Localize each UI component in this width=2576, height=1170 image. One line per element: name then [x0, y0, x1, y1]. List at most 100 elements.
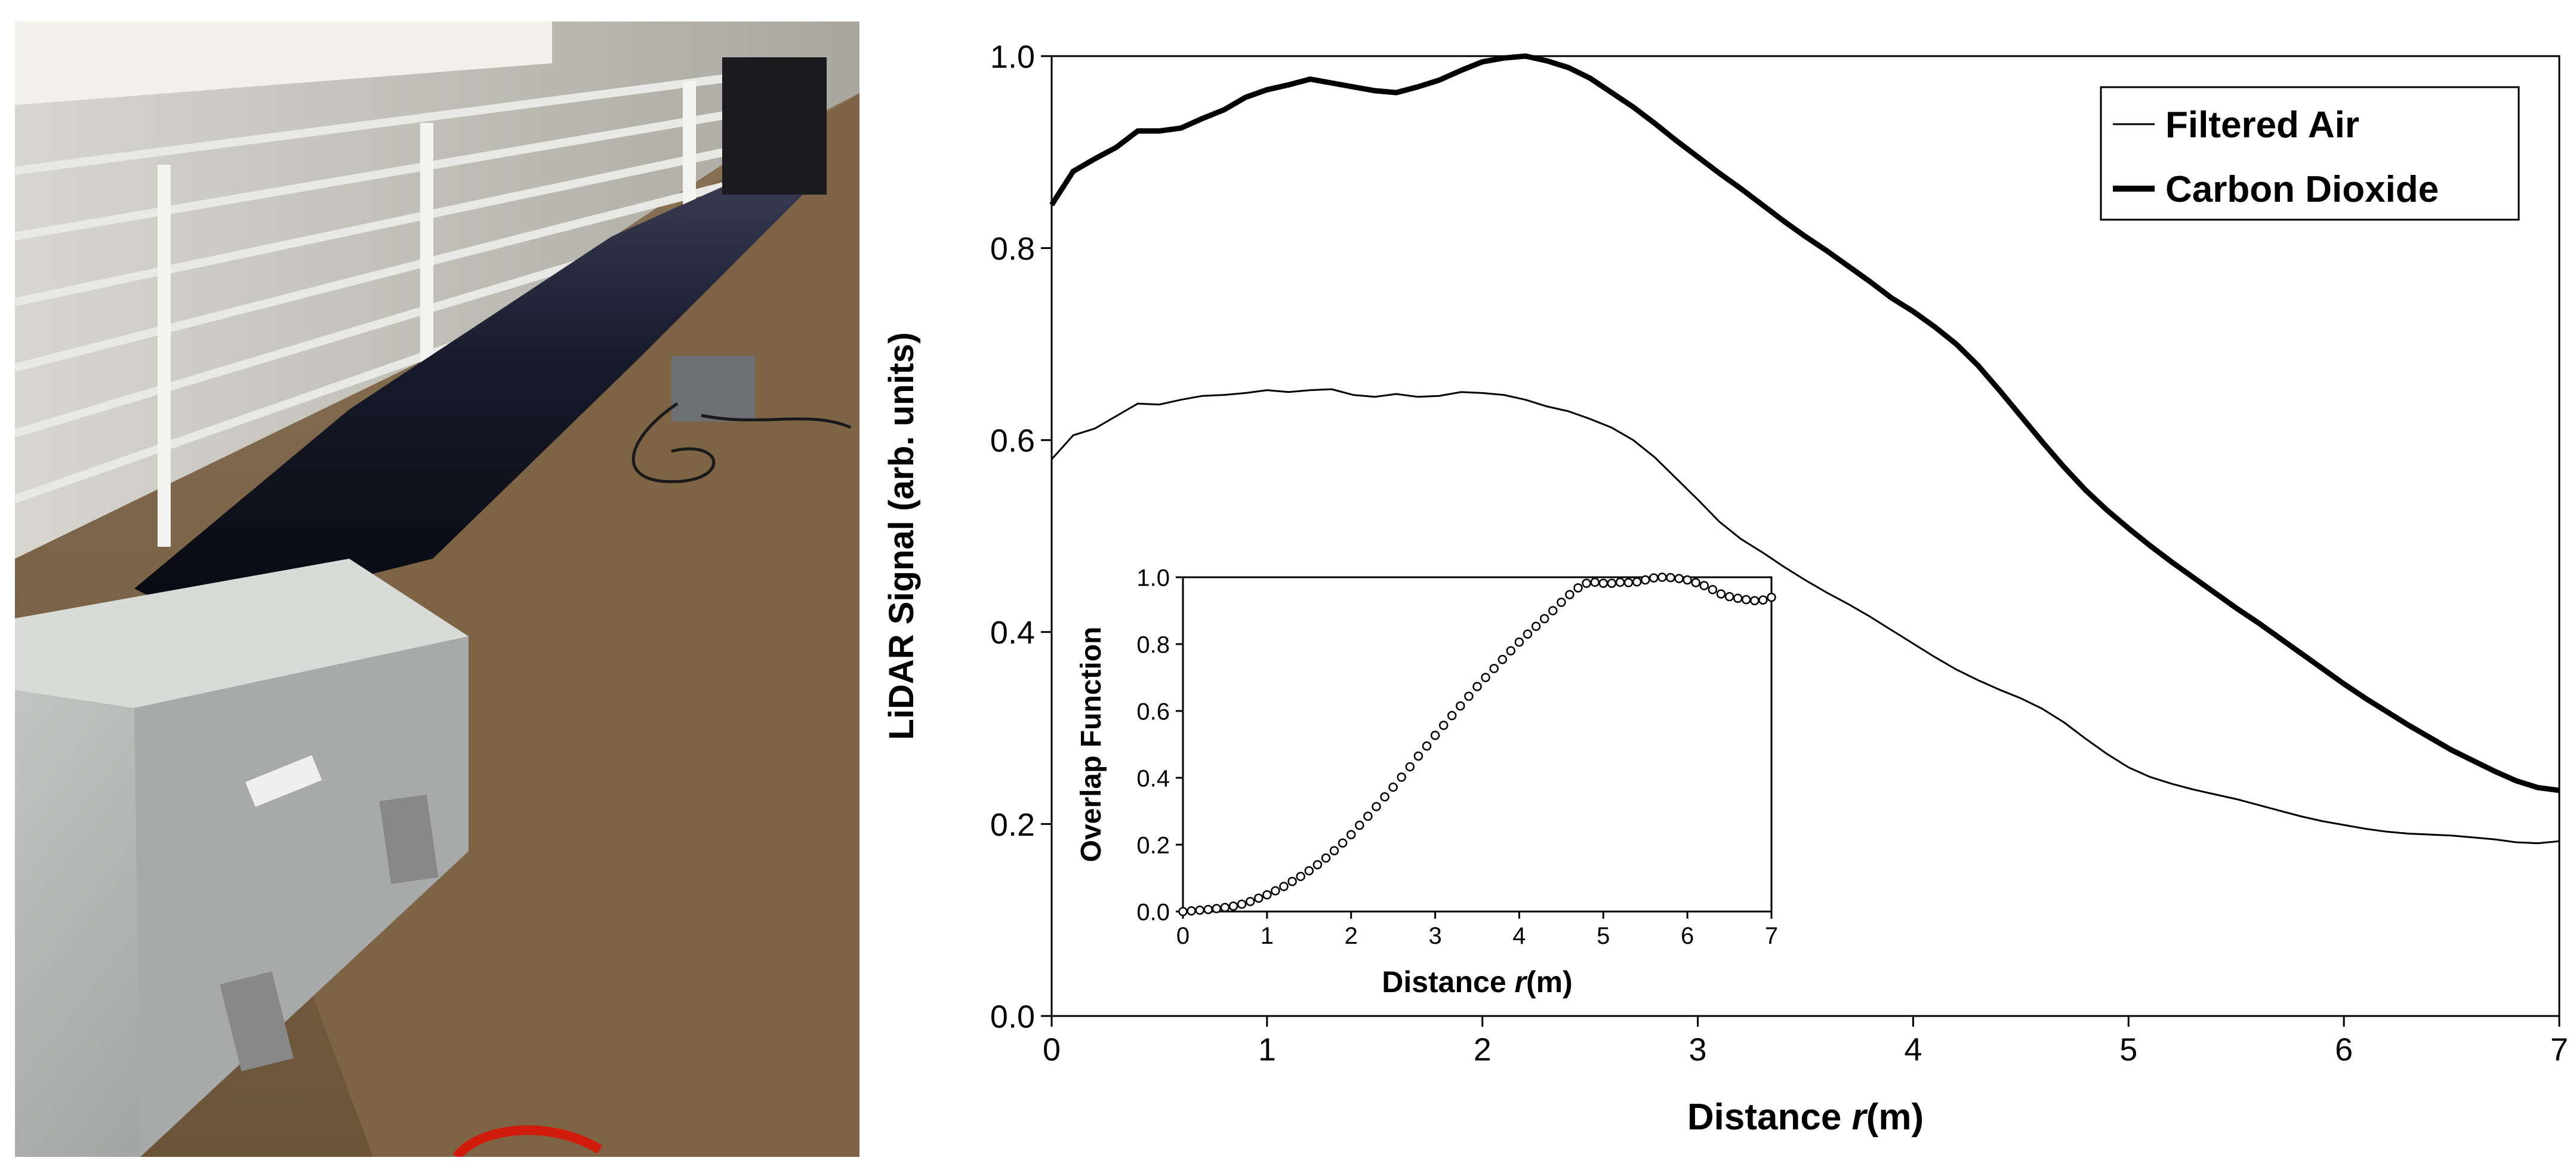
inset-x-tick-label: 5 [1597, 923, 1610, 949]
overlap-data-point [1262, 890, 1272, 900]
inset-series-layer [1178, 572, 1776, 916]
overlap-data-point [1623, 578, 1634, 587]
overlap-data-point [1388, 782, 1398, 792]
overlap-data-point [1716, 589, 1726, 599]
overlap-data-point [1699, 581, 1709, 590]
overlap-data-point [1523, 629, 1533, 639]
main-x-tick-label: 6 [2335, 1032, 2353, 1068]
overlap-data-point [1657, 572, 1667, 582]
overlap-data-point [1649, 573, 1659, 583]
main-plot-frame [1050, 55, 2560, 1017]
overlap-data-point [1691, 578, 1700, 587]
overlap-data-point [1514, 637, 1524, 647]
main-x-tick-label: 3 [1689, 1032, 1707, 1068]
overlap-data-point [1683, 575, 1692, 585]
overlap-data-point [1355, 820, 1364, 830]
overlap-data-point [1287, 876, 1297, 886]
inset-y-tick-label: 0.8 [1136, 632, 1170, 658]
overlap-data-point [1767, 592, 1776, 602]
inset-plot-frame [1182, 576, 1773, 913]
legend: Filtered Air Carbon Dioxide [2100, 86, 2520, 221]
main-x-tick-label: 4 [1904, 1032, 1922, 1068]
overlap-data-point [1539, 614, 1549, 624]
main-y-tick-label: 0.8 [990, 231, 1035, 267]
overlap-data-point [1312, 860, 1323, 870]
main-x-tick-label: 5 [2119, 1032, 2137, 1068]
inset-y-axis: 0.0 0.2 0.4 0.6 0.8 1.0 [1136, 565, 1183, 925]
overlap-data-point [1481, 673, 1490, 682]
overlap-data-point [1397, 772, 1406, 782]
inset-x-axis: 0 1 2 3 4 5 6 7 [1176, 912, 1778, 949]
overlap-data-point [1582, 578, 1591, 588]
overlap-data-point [1573, 583, 1583, 593]
inset-y-tick-label: 0.4 [1136, 765, 1170, 792]
overlap-data-point [1329, 846, 1339, 855]
overlap-data-point [1607, 578, 1617, 588]
overlap-data-point [1456, 701, 1465, 711]
inset-x-axis-label-prefix: Distance [1382, 965, 1514, 999]
overlap-data-point [1438, 721, 1449, 730]
overlap-data-point [1598, 578, 1609, 588]
inset-x-axis-label-italic: r [1515, 965, 1528, 999]
overlap-data-point [1187, 906, 1196, 916]
overlap-data-point [1405, 762, 1415, 772]
main-y-axis-label: LiDAR Signal (arb. units) [882, 332, 921, 740]
overlap-data-point [1506, 646, 1516, 655]
main-y-tick-label: 0.0 [990, 999, 1035, 1034]
main-y-tick-label: 0.6 [990, 423, 1035, 459]
main-y-axis: 0.0 0.2 0.4 0.6 0.8 1.0 [990, 39, 1052, 1034]
overlap-data-point [1271, 886, 1280, 896]
main-y-tick-label: 0.4 [990, 615, 1035, 651]
overlap-data-point [1195, 906, 1204, 915]
overlap-data-point [1279, 882, 1289, 891]
overlap-data-point [1531, 621, 1541, 632]
overlap-data-point [1758, 595, 1768, 605]
main-y-tick-label: 0.2 [990, 807, 1035, 843]
inset-y-tick-label: 0.0 [1136, 899, 1170, 925]
main-x-axis-label: Distance r(m) [1687, 1097, 1924, 1138]
overlap-data-point [1363, 811, 1373, 821]
main-series-layer [1049, 53, 2560, 845]
main-x-tick-label: 7 [2550, 1032, 2568, 1068]
overlap-data-point [1338, 838, 1348, 848]
inset-x-tick-label: 4 [1512, 923, 1526, 949]
overlap-data-point [1741, 595, 1751, 605]
inset-y-tick-label: 0.2 [1136, 832, 1170, 858]
overlap-data-point [1590, 577, 1600, 587]
inset-y-tick-label: 1.0 [1136, 565, 1170, 591]
main-x-axis: 0 1 2 3 4 5 6 7 [1043, 1016, 2568, 1068]
inset-plot-background [1183, 577, 1771, 912]
overlap-data-point [1666, 572, 1675, 583]
overlap-data-point [1548, 606, 1558, 615]
main-x-axis-label-prefix: Distance [1687, 1097, 1852, 1138]
main-x-axis-label-suffix: (m) [1866, 1097, 1924, 1138]
inset-x-tick-label: 3 [1428, 923, 1441, 949]
inset-y-tick-label: 0.6 [1136, 698, 1170, 725]
overlap-data-point [1674, 574, 1684, 583]
overlap-data-point [1724, 592, 1734, 602]
overlap-data-point [1254, 893, 1264, 903]
inset-y-axis-label: Overlap Function [1076, 627, 1107, 863]
main-y-tick-label: 1.0 [990, 39, 1035, 75]
inset-x-axis-label: Distance r(m) [1382, 965, 1573, 999]
main-x-tick-label: 2 [1474, 1032, 1492, 1068]
legend-label-filtered-air: Filtered Air [2165, 104, 2359, 146]
overlap-data-point [1413, 751, 1423, 761]
overlap-data-point [1632, 577, 1642, 587]
overlap-data-point [1422, 741, 1432, 751]
overlap-data-point [1615, 577, 1625, 587]
main-x-axis-label-italic: r [1852, 1097, 1868, 1138]
overlap-data-point [1245, 897, 1255, 906]
overlap-data-point [1237, 899, 1247, 909]
overlap-data-point [1346, 830, 1356, 839]
lidar-test-tube-photo [15, 21, 859, 1157]
overlap-data-point [1489, 664, 1499, 673]
overlap-data-point [1565, 590, 1574, 599]
inset-x-tick-label: 6 [1681, 923, 1694, 949]
inset-x-tick-label: 2 [1345, 923, 1358, 949]
overlap-data-point [1557, 598, 1566, 607]
overlap-data-point [1296, 872, 1305, 881]
main-x-tick-label: 1 [1258, 1032, 1276, 1068]
legend-label-carbon-dioxide: Carbon Dioxide [2165, 169, 2439, 210]
